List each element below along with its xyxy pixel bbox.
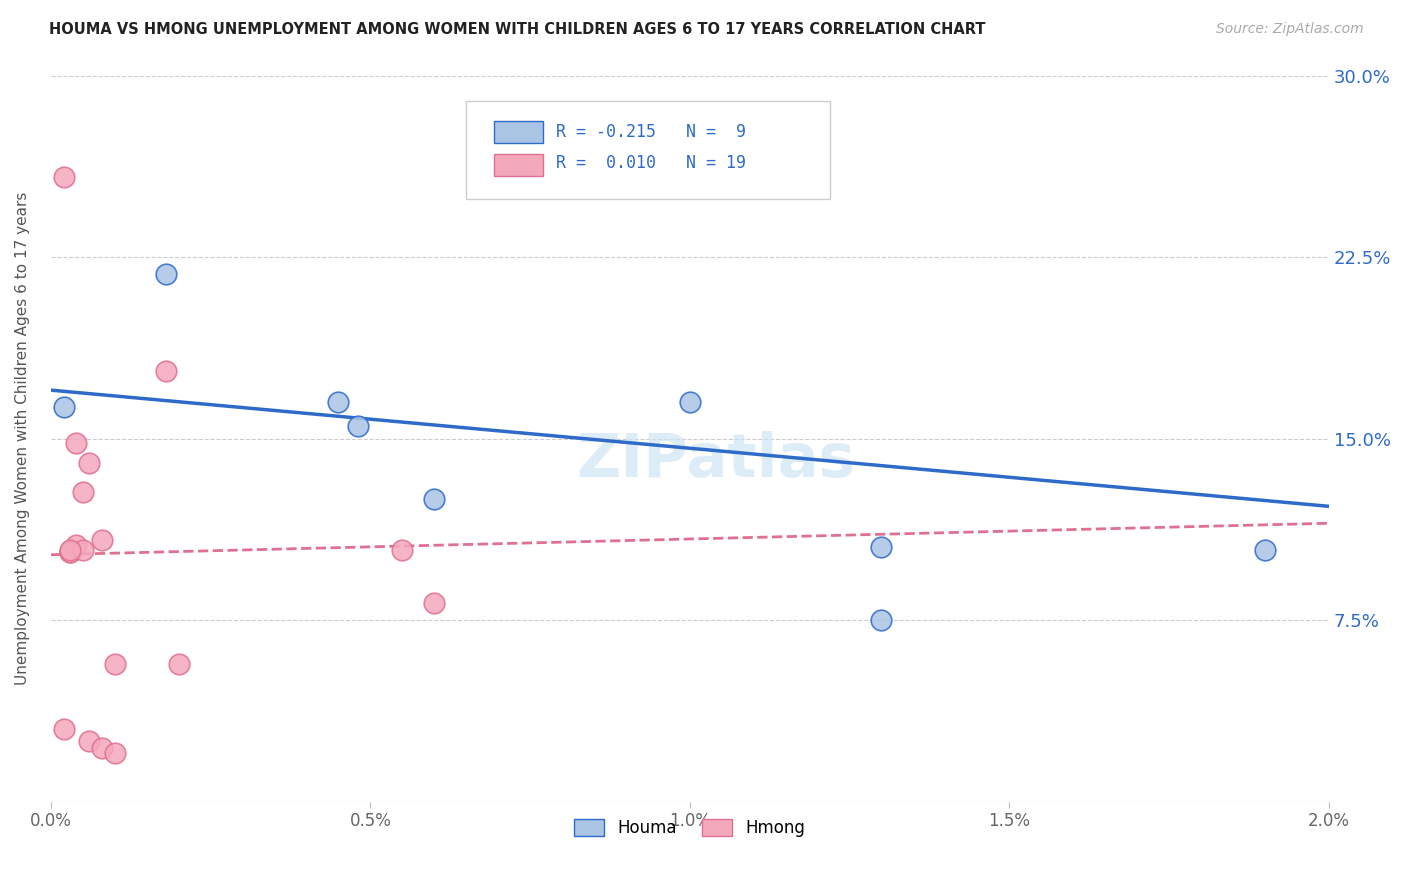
Point xyxy=(72,542,94,557)
Point xyxy=(870,541,893,555)
Point xyxy=(72,484,94,499)
Point xyxy=(870,613,893,627)
Point xyxy=(91,741,114,756)
Point xyxy=(104,746,127,760)
Text: Source: ZipAtlas.com: Source: ZipAtlas.com xyxy=(1216,22,1364,37)
FancyBboxPatch shape xyxy=(467,101,831,199)
Text: R =  0.010   N = 19: R = 0.010 N = 19 xyxy=(555,153,745,171)
Point xyxy=(59,542,82,557)
Point xyxy=(77,734,100,748)
Point xyxy=(59,545,82,559)
Point xyxy=(155,364,177,378)
Point xyxy=(65,436,87,450)
Point xyxy=(91,533,114,548)
Point xyxy=(1254,542,1277,557)
Point xyxy=(328,395,350,409)
Point xyxy=(155,267,177,281)
Point xyxy=(52,170,75,185)
Point xyxy=(679,395,702,409)
Point xyxy=(65,538,87,552)
Point xyxy=(52,400,75,414)
Point xyxy=(423,491,446,506)
FancyBboxPatch shape xyxy=(495,121,543,143)
Point xyxy=(167,657,190,671)
Point xyxy=(391,542,413,557)
Text: ZIPatlas: ZIPatlas xyxy=(576,431,855,490)
FancyBboxPatch shape xyxy=(495,154,543,176)
Text: HOUMA VS HMONG UNEMPLOYMENT AMONG WOMEN WITH CHILDREN AGES 6 TO 17 YEARS CORRELA: HOUMA VS HMONG UNEMPLOYMENT AMONG WOMEN … xyxy=(49,22,986,37)
Point xyxy=(77,456,100,470)
Point xyxy=(346,419,368,434)
Point xyxy=(104,657,127,671)
Legend: Houma, Hmong: Houma, Hmong xyxy=(568,813,813,844)
Y-axis label: Unemployment Among Women with Children Ages 6 to 17 years: Unemployment Among Women with Children A… xyxy=(15,192,30,685)
Point xyxy=(423,596,446,610)
Point xyxy=(52,722,75,736)
Point xyxy=(59,545,82,559)
Text: R = -0.215   N =  9: R = -0.215 N = 9 xyxy=(555,123,745,141)
